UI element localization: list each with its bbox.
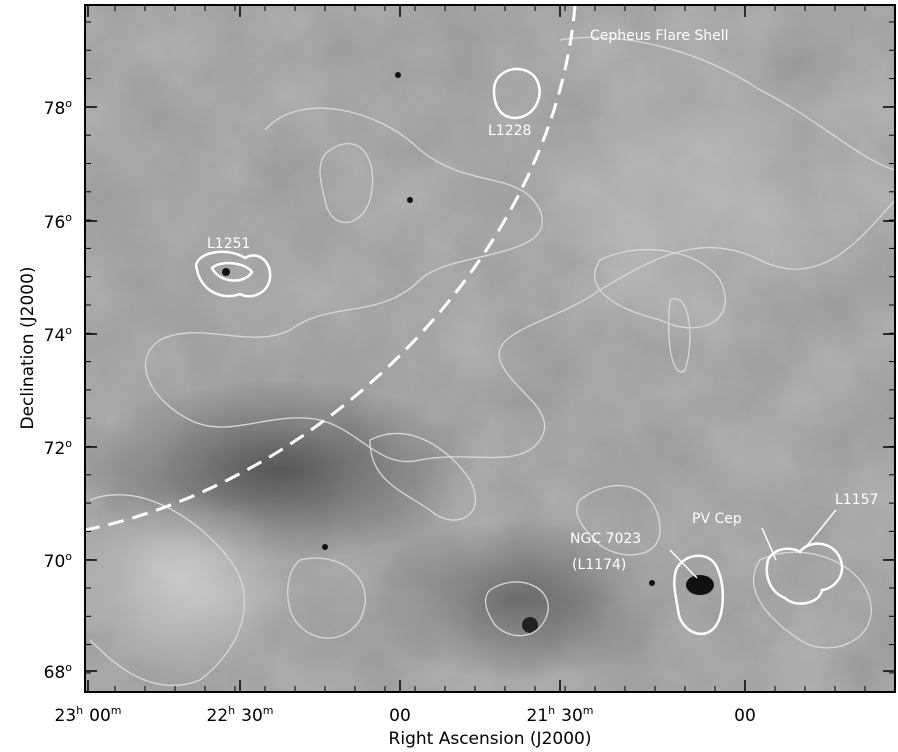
hours: 23 — [55, 706, 77, 726]
pointer — [669, 549, 698, 579]
pointer — [804, 509, 837, 549]
shell-arc — [85, 5, 577, 532]
y-tick-label: 72o — [44, 437, 73, 459]
hour-mark: h — [228, 704, 235, 717]
degree: o — [65, 550, 72, 563]
minutes: 30 — [241, 706, 263, 726]
y-tick-label: 78o — [44, 97, 73, 119]
frame — [84, 4, 896, 693]
pointer — [761, 527, 777, 561]
minutes: 00 — [89, 706, 111, 726]
annotation: L1228 — [488, 123, 531, 139]
hours: 22 — [207, 706, 229, 726]
minute-mark: m — [263, 704, 274, 717]
tick-value: 76 — [44, 213, 66, 233]
minute-mark: m — [583, 704, 594, 717]
minutes: 00 — [734, 706, 756, 726]
tick-value: 72 — [44, 439, 66, 459]
annotation: (L1174) — [572, 557, 626, 573]
minutes: 00 — [389, 706, 411, 726]
tick-value: 68 — [44, 663, 66, 683]
source-contours — [194, 67, 844, 636]
hour-mark: h — [548, 704, 555, 717]
tick-value: 74 — [44, 326, 66, 346]
x-axis-title: Right Ascension (J2000) — [389, 729, 592, 749]
annotation: L1157 — [835, 492, 878, 508]
tick-value: 78 — [44, 99, 66, 119]
annotation: Cepheus Flare Shell — [590, 28, 729, 44]
tick-value: 70 — [44, 552, 66, 572]
sky-image: Cepheus Flare Shell L1228 L1251 NGC 7023… — [85, 5, 895, 692]
y-tick-label: 76o — [44, 211, 73, 233]
annotation: L1251 — [207, 236, 250, 252]
x-tick-label: 21h 30m — [527, 704, 594, 726]
hour-mark: h — [76, 704, 83, 717]
degree: o — [65, 211, 72, 224]
degree: o — [65, 97, 72, 110]
x-tick-label: 22h 30m — [207, 704, 274, 726]
axis-ticks — [85, 5, 895, 692]
y-axis-title: Declination (J2000) — [18, 266, 38, 429]
x-tick-label: 00 — [389, 706, 411, 726]
y-tick-label: 68o — [44, 661, 73, 683]
minute-mark: m — [111, 704, 122, 717]
degree: o — [65, 324, 72, 337]
x-tick-label: 00 — [734, 706, 756, 726]
y-tick-label: 74o — [44, 324, 73, 346]
annotation: PV Cep — [692, 511, 742, 527]
x-tick-label: 23h 00m — [55, 704, 122, 726]
degree: o — [65, 661, 72, 674]
minutes: 30 — [561, 706, 583, 726]
y-tick-label: 70o — [44, 550, 73, 572]
annotation: NGC 7023 — [570, 531, 641, 547]
degree: o — [65, 437, 72, 450]
contours — [89, 36, 895, 687]
hours: 21 — [527, 706, 549, 726]
